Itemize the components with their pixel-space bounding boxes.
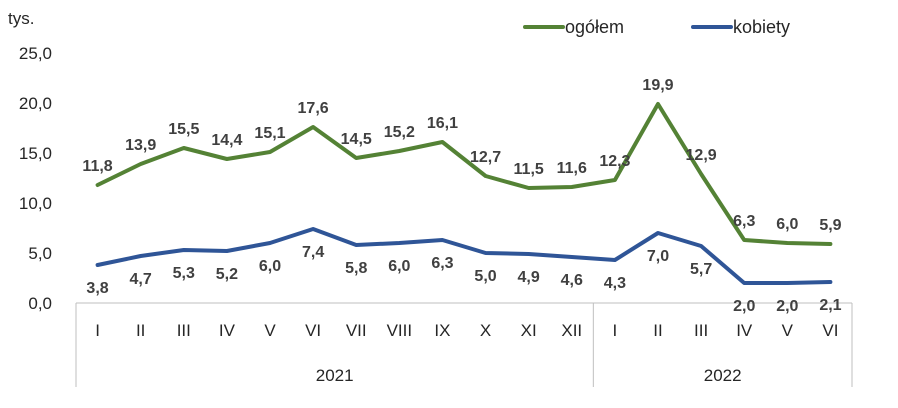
x-tick-label: III: [694, 321, 708, 340]
x-tick-label: IX: [434, 321, 450, 340]
data-label: 11,5: [514, 161, 544, 178]
data-label: 5,9: [819, 217, 841, 234]
year-group-label: 2022: [704, 366, 742, 385]
data-label: 14,5: [341, 131, 372, 148]
data-label: 7,0: [647, 248, 669, 265]
series-lines: [95, 102, 833, 285]
y-tick-label: 20,0: [19, 94, 52, 113]
legend: ogółem kobiety: [523, 17, 790, 37]
x-tick-label: III: [177, 321, 191, 340]
y-tick-label: 25,0: [19, 44, 52, 63]
x-tick-label: XII: [561, 321, 582, 340]
data-label: 2,0: [733, 298, 755, 315]
x-tick-label: I: [613, 321, 618, 340]
y-tick-label: 10,0: [19, 194, 52, 213]
data-label: 5,3: [173, 265, 195, 282]
data-label: 17,6: [298, 100, 329, 117]
data-label: 3,8: [86, 280, 108, 297]
data-label: 7,4: [302, 244, 324, 261]
y-axis-ticks: 0,0 5,0 10,0 15,0 20,0 25,0: [19, 44, 52, 313]
data-label: 19,9: [642, 77, 673, 94]
data-label: 12,3: [599, 153, 630, 170]
data-label: 5,7: [690, 261, 712, 278]
x-tick-label: II: [653, 321, 662, 340]
x-tick-label: I: [95, 321, 100, 340]
legend-label: ogółem: [565, 17, 624, 37]
y-tick-label: 15,0: [19, 144, 52, 163]
x-tick-label: XI: [521, 321, 537, 340]
data-label: 13,9: [125, 137, 156, 154]
data-label: 6,0: [388, 258, 410, 275]
x-tick-label: V: [264, 321, 276, 340]
data-label: 4,9: [518, 269, 540, 286]
data-label: 5,8: [345, 260, 367, 277]
data-label: 4,7: [130, 271, 152, 288]
series-line-total: [95, 102, 833, 246]
data-label: 4,3: [604, 275, 626, 292]
x-tick-label: VI: [305, 321, 321, 340]
x-tick-label: VIII: [387, 321, 413, 340]
y-tick-label: 0,0: [28, 294, 52, 313]
x-tick-label: VI: [822, 321, 838, 340]
data-label: 11,6: [557, 160, 587, 177]
x-tick-label: IV: [736, 321, 753, 340]
x-tick-label: IV: [219, 321, 236, 340]
data-label: 6,0: [776, 216, 798, 233]
data-label: 15,2: [384, 124, 415, 141]
y-axis-unit-label: tys.: [8, 9, 34, 28]
x-tick-label: VII: [346, 321, 367, 340]
data-label: 6,3: [431, 255, 453, 272]
data-label: 15,5: [168, 121, 199, 138]
data-label: 12,7: [470, 149, 501, 166]
data-label: 2,1: [819, 297, 841, 314]
y-tick-label: 5,0: [28, 244, 52, 263]
x-tick-label: V: [782, 321, 794, 340]
data-label: 5,0: [474, 268, 496, 285]
data-label: 15,1: [254, 125, 285, 142]
data-label: 6,0: [259, 258, 281, 275]
x-tick-label: X: [480, 321, 491, 340]
data-label: 12,9: [686, 147, 717, 164]
data-label: 4,6: [561, 272, 583, 289]
data-label: 11,8: [82, 158, 112, 175]
x-tick-label: II: [136, 321, 145, 340]
legend-label: kobiety: [733, 17, 790, 37]
data-label: 2,0: [776, 298, 798, 315]
data-labels: 11,8 13,9 15,5 14,4 15,1 17,6 14,5 15,2 16,1 12,7…: [82, 77, 841, 315]
year-group-label: 2021: [316, 366, 354, 385]
data-label: 6,3: [733, 213, 755, 230]
data-label: 5,2: [216, 266, 238, 283]
data-label: 14,4: [211, 132, 242, 149]
x-axis: I II III IV V VI VII VIII IX X XI XII I II III IV V VI202…: [75, 302, 853, 387]
data-label: 16,1: [427, 115, 458, 132]
series-line-women: [95, 227, 833, 285]
